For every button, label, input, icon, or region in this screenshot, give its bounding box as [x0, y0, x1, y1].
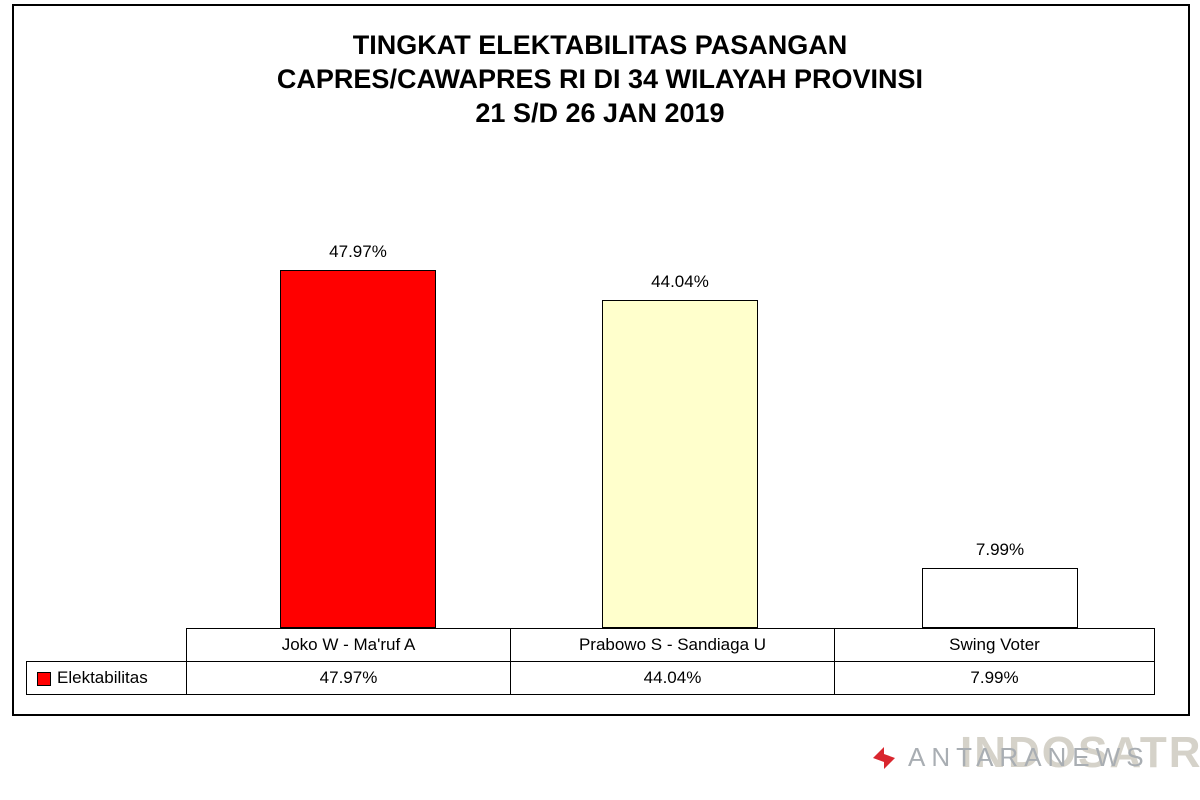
- data-table: Joko W - Ma'ruf A Prabowo S - Sandiaga U…: [26, 628, 1155, 695]
- empty-corner-cell: [27, 629, 187, 662]
- electability-chart: TINGKAT ELEKTABILITAS PASANGAN CAPRES/CA…: [0, 0, 1200, 800]
- antaranews-logo-icon: [870, 744, 898, 772]
- value-row: Elektabilitas 47.97% 44.04% 7.99%: [27, 662, 1155, 695]
- value-cell-2: 44.04%: [511, 662, 835, 695]
- chart-title: TINGKAT ELEKTABILITAS PASANGAN CAPRES/CA…: [0, 28, 1200, 130]
- bar-3: [922, 568, 1078, 628]
- bar-value-label-3: 7.99%: [882, 540, 1118, 560]
- title-line-3: 21 S/D 26 JAN 2019: [0, 96, 1200, 130]
- plot-area: 47.97% 44.04% 7.99%: [186, 218, 1154, 628]
- value-cell-1: 47.97%: [187, 662, 511, 695]
- legend-swatch-icon: [37, 672, 51, 686]
- title-line-2: CAPRES/CAWAPRES RI DI 34 WILAYAH PROVINS…: [0, 62, 1200, 96]
- bar-value-label-2: 44.04%: [562, 272, 798, 292]
- category-cell-2: Prabowo S - Sandiaga U: [511, 629, 835, 662]
- legend-cell: Elektabilitas: [27, 662, 187, 695]
- value-cell-3: 7.99%: [835, 662, 1155, 695]
- category-cell-3: Swing Voter: [835, 629, 1155, 662]
- title-line-1: TINGKAT ELEKTABILITAS PASANGAN: [0, 28, 1200, 62]
- antaranews-watermark: ANTARANEWS: [870, 742, 1150, 773]
- category-row: Joko W - Ma'ruf A Prabowo S - Sandiaga U…: [27, 629, 1155, 662]
- bar-2: [602, 300, 758, 628]
- bar-1: [280, 270, 436, 628]
- legend-label: Elektabilitas: [57, 668, 148, 687]
- watermark-text: ANTARANEWS: [908, 742, 1150, 773]
- category-cell-1: Joko W - Ma'ruf A: [187, 629, 511, 662]
- bar-value-label-1: 47.97%: [240, 242, 476, 262]
